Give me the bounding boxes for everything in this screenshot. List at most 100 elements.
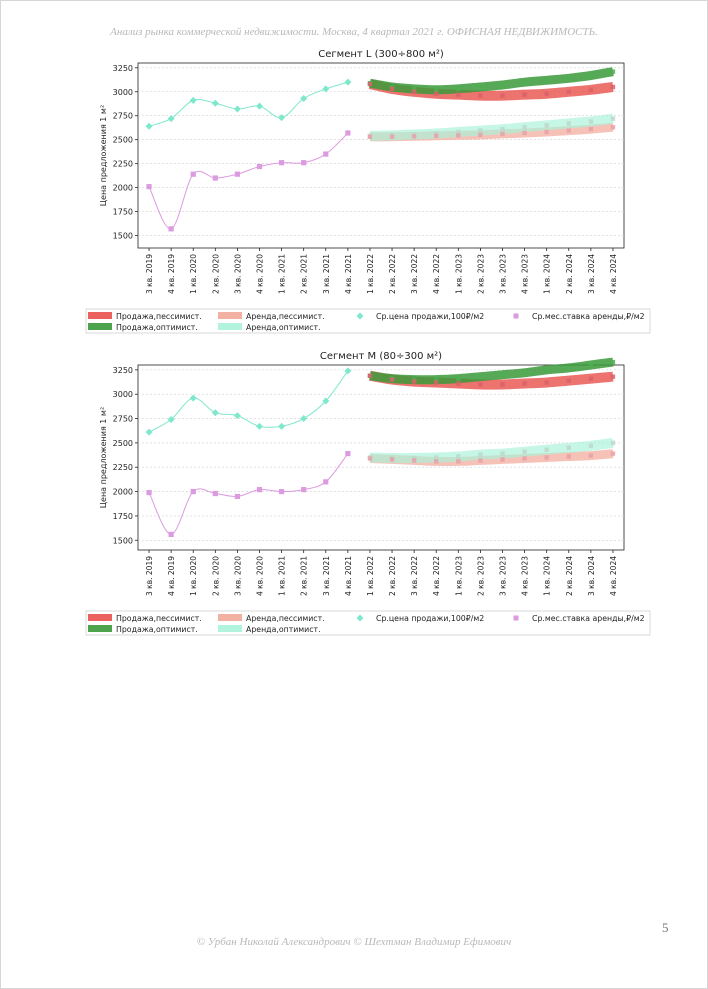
rent-rate-point: [212, 490, 218, 497]
forecast-point: [411, 455, 417, 461]
legend-swatch: [88, 323, 112, 330]
forecast-point: [544, 380, 549, 385]
x-tick-label: 2 кв. 2021: [300, 254, 309, 294]
forecast-point: [588, 362, 594, 368]
forecast-point: [566, 445, 571, 450]
forecast-point: [566, 121, 571, 126]
rent-rate-point: [301, 487, 307, 493]
x-tick-label: 2 кв. 2021: [300, 556, 309, 596]
forecast-point: [566, 365, 571, 371]
rent-rate-point: [168, 531, 174, 538]
y-tick-label: 1500: [113, 536, 133, 545]
y-tick-label: 1750: [113, 512, 133, 521]
sale-price-point: [278, 114, 286, 122]
rent-rate-line: [148, 453, 349, 535]
rent-rate-point: [190, 488, 196, 495]
forecast-point: [500, 451, 505, 456]
forecast-point: [411, 89, 417, 94]
sale-price-line: [148, 81, 349, 127]
forecast-point: [478, 84, 483, 90]
forecast-point: [478, 374, 483, 379]
forecast-point: [566, 378, 571, 383]
forecast-point: [411, 458, 417, 463]
rent-rate-point: [256, 163, 263, 170]
forecast-point: [610, 359, 616, 365]
forecast-point: [544, 447, 549, 452]
forecast-point: [389, 457, 395, 462]
forecast-point: [478, 128, 483, 133]
rent-rate-point: [323, 151, 329, 157]
forecast-point: [456, 86, 461, 92]
forecast-point: [456, 381, 461, 386]
x-tick-label: 2 кв. 2024: [565, 254, 574, 294]
y-tick-label: 1500: [113, 232, 133, 241]
forecast-point: [411, 134, 417, 139]
forecast-point: [500, 82, 505, 88]
x-tick-label: 1 кв. 2021: [278, 556, 287, 596]
forecast-point: [456, 92, 461, 97]
sale-price-point: [233, 412, 241, 420]
y-tick-label: 2500: [113, 136, 133, 145]
y-axis-label: Цена предложения 1 м²: [99, 105, 108, 206]
sale-price-point: [189, 394, 197, 402]
rent-rate-point: [301, 160, 307, 166]
forecast-point: [456, 459, 461, 464]
forecast-point: [411, 86, 417, 92]
legend-label: Продажа,оптимист.: [116, 625, 198, 634]
rent-rate-line: [148, 132, 349, 230]
legend-swatch: [88, 614, 112, 621]
forecast-point: [588, 73, 594, 78]
legend-swatch: [218, 614, 242, 621]
sale-price-point: [145, 122, 153, 130]
forecast-point: [478, 452, 483, 457]
forecast-point: [522, 125, 527, 130]
y-tick-label: 2250: [113, 463, 133, 472]
x-tick-label: 1 кв. 2022: [366, 254, 375, 294]
forecast-point: [610, 125, 616, 130]
rent-rate-point: [345, 130, 351, 136]
y-tick-label: 2750: [113, 112, 133, 121]
x-tick-label: 2 кв. 2022: [388, 556, 397, 596]
legend-label: Аренда,оптимист.: [246, 323, 321, 332]
forecast-point: [434, 377, 439, 382]
forecast-point: [434, 133, 439, 139]
rent-rate-point: [256, 487, 263, 493]
sale-price-point: [211, 99, 219, 107]
x-tick-label: 4 кв. 2023: [521, 254, 530, 294]
forecast-point: [522, 449, 527, 454]
x-tick-label: 3 кв. 2020: [233, 556, 242, 596]
y-tick-label: 2250: [113, 160, 133, 169]
y-tick-label: 2500: [113, 439, 133, 448]
chart-svg: Сегмент M (80÷300 м²) 1500 1750 2000 2250 250…: [85, 351, 651, 636]
x-tick-label: 3 кв. 2021: [322, 254, 331, 294]
y-tick-label: 2000: [113, 488, 133, 497]
y-tick-label: 3250: [113, 64, 133, 73]
rent-rate-point: [278, 160, 285, 166]
sale-price-point: [344, 367, 352, 375]
sale-price-point: [167, 416, 175, 424]
x-tick-label: 4 кв. 2023: [521, 556, 530, 596]
sale-price-point: [233, 105, 241, 113]
x-tick-label: 4 кв. 2021: [344, 556, 353, 596]
forecast-point: [610, 116, 616, 121]
forecast-point: [522, 456, 527, 461]
forecast-point: [544, 455, 549, 460]
forecast-point: [500, 372, 505, 377]
x-tick-label: 4 кв. 2021: [344, 254, 353, 294]
forecast-point: [500, 131, 505, 137]
x-tick-label: 3 кв. 2022: [410, 254, 419, 294]
rent-rate-point: [212, 175, 218, 181]
forecast-point: [544, 91, 549, 96]
forecast-point: [566, 76, 571, 81]
legend-swatch: [218, 312, 242, 319]
x-tick-label: 3 кв. 2019: [145, 556, 154, 596]
sale-price-point: [189, 96, 197, 104]
chart-segment-l: Сегмент L (300÷800 м²) 1500 1750 2000 2250 25…: [0, 44, 708, 344]
rent-rate-point: [323, 479, 329, 485]
x-tick-label: 2 кв. 2022: [388, 254, 397, 294]
legend-swatch: [218, 625, 242, 632]
sale-price-point: [300, 415, 308, 423]
sale-price-point: [211, 409, 219, 417]
sale-price-point: [278, 422, 286, 430]
x-tick-label: 2 кв. 2024: [565, 556, 574, 596]
